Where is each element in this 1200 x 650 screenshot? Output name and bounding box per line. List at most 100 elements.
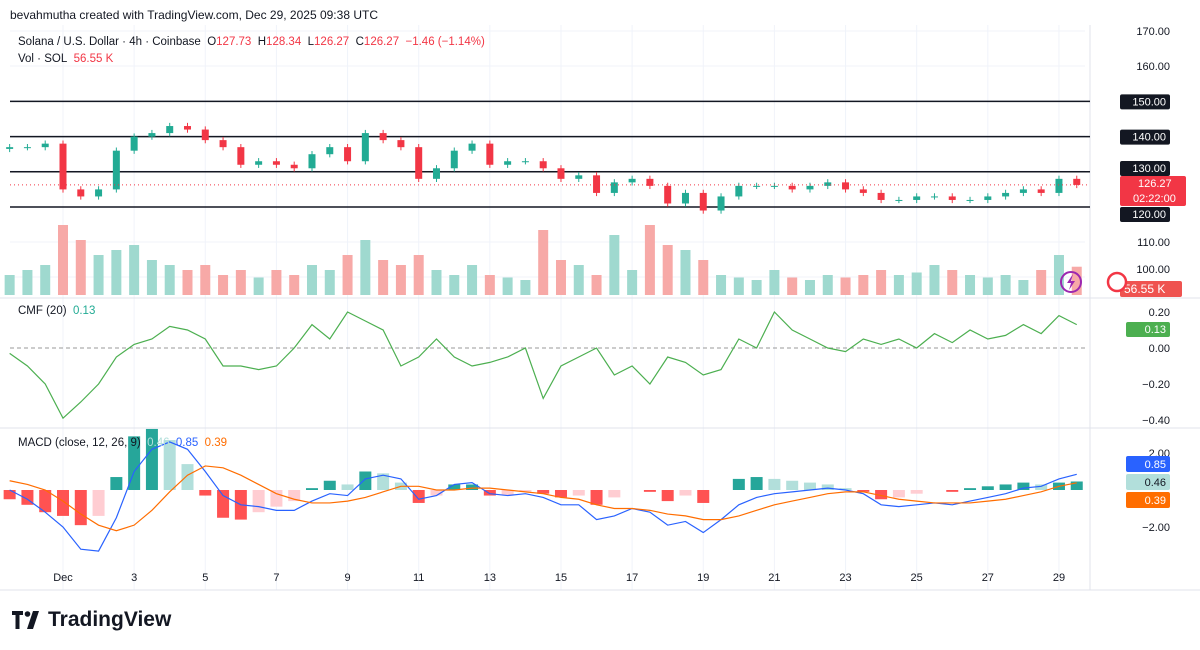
candle-body xyxy=(486,143,494,165)
candle-body xyxy=(770,185,778,187)
macd-histogram-bar xyxy=(217,490,230,518)
price-axis-label: 110.00 xyxy=(1137,237,1170,249)
time-axis-label: 9 xyxy=(344,572,350,584)
volume-bar xyxy=(182,270,193,295)
macd-histogram-bar xyxy=(305,488,318,490)
macd-histogram-bar xyxy=(288,490,301,502)
macd-histogram-bar xyxy=(732,478,745,490)
macd-histogram-bar xyxy=(181,464,194,490)
volume-bar xyxy=(431,270,442,295)
volume-bar xyxy=(520,280,531,295)
macd-histogram-bar xyxy=(128,436,141,490)
macd-tag xyxy=(1126,456,1170,472)
candle-body xyxy=(23,147,31,149)
candle-body xyxy=(183,126,191,130)
time-axis-label: 17 xyxy=(626,572,638,584)
volume-bar xyxy=(1036,270,1047,295)
cmf-axis-label: 0.00 xyxy=(1149,343,1170,355)
macd-histogram-bar xyxy=(57,490,69,516)
candle-body xyxy=(397,140,405,148)
symbol-title[interactable]: Solana / U.S. Dollar · 4h · Coinbase xyxy=(18,36,201,48)
volume-bar xyxy=(467,265,478,295)
candle-body xyxy=(788,185,796,190)
level-tag xyxy=(1120,161,1170,176)
tradingview-logo-icon xyxy=(12,611,39,629)
candle-body xyxy=(255,161,263,165)
candle-body xyxy=(681,192,689,204)
time-axis-label: 7 xyxy=(273,572,279,584)
candle-body xyxy=(610,182,618,193)
volume-bar xyxy=(1071,266,1082,295)
level-tag xyxy=(1120,207,1170,222)
level-tag xyxy=(1120,94,1170,110)
macd-histogram-bar xyxy=(270,490,283,507)
volume-bar xyxy=(787,277,798,295)
macd-label[interactable]: MACD (close, 12, 26, 9) xyxy=(18,437,141,449)
candle-body xyxy=(1037,189,1045,193)
volume-bar xyxy=(573,265,584,295)
close-label: C xyxy=(355,36,364,48)
volume-bar xyxy=(627,270,638,295)
volume-bar xyxy=(218,275,229,295)
candle-body xyxy=(824,182,832,186)
candle-body xyxy=(148,133,156,137)
price-tag xyxy=(1120,176,1186,206)
macd-histogram-bar xyxy=(964,488,977,490)
macd-histogram-bar xyxy=(946,490,959,492)
candle-body xyxy=(948,196,956,200)
macd-histogram-bar xyxy=(110,477,123,490)
volume-tag-value: 56.55 K xyxy=(1124,282,1165,296)
candle-body xyxy=(130,136,138,151)
macd-histogram-bar xyxy=(74,490,87,526)
volume-bar xyxy=(876,270,887,295)
volume-bar xyxy=(538,230,549,295)
volume-bar xyxy=(342,255,353,295)
candle-body xyxy=(59,143,67,190)
time-axis-label: 13 xyxy=(484,572,496,584)
macd-histogram-bar xyxy=(643,490,656,492)
macd-histogram-bar xyxy=(483,490,496,496)
price-axis-label: 170.00 xyxy=(1136,26,1170,38)
volume-bar xyxy=(965,275,976,295)
price-axis-label: 120.00 xyxy=(1132,209,1166,221)
candle-body xyxy=(753,185,761,187)
volume-bar xyxy=(40,265,51,295)
candle-body xyxy=(806,185,814,190)
tradingview-logo[interactable]: TradingView xyxy=(12,608,171,632)
macd-histogram-bar xyxy=(430,490,443,496)
cmf-label[interactable]: CMF (20) xyxy=(18,305,67,317)
volume-bar xyxy=(306,265,317,295)
macd-histogram-bar xyxy=(981,486,994,490)
macd-histogram-bar xyxy=(554,490,567,498)
macd-histogram-bar xyxy=(39,490,52,513)
volume-bar xyxy=(93,255,104,295)
macd-histogram-bar xyxy=(1070,481,1083,490)
volume-bar xyxy=(840,277,851,295)
volume-bar xyxy=(235,270,246,295)
macd-histogram-bar xyxy=(252,490,265,513)
candle-body xyxy=(450,150,458,169)
time-axis-label: 19 xyxy=(697,572,709,584)
macd-line xyxy=(9,441,1077,552)
volume-bar xyxy=(751,280,762,295)
volume-bar xyxy=(324,270,335,295)
lightning-icon-glyph xyxy=(1067,274,1075,290)
cmf-value: 0.13 xyxy=(72,305,96,317)
level-tag xyxy=(1120,129,1170,145)
candle-body xyxy=(504,161,512,165)
price-axis-label: 100.00 xyxy=(1136,264,1170,276)
macd-hist-value: 0.46 xyxy=(147,437,170,449)
volume-bar xyxy=(769,270,780,295)
macd-histogram-bar xyxy=(92,490,105,516)
macd-histogram-bar xyxy=(821,484,834,490)
macd-histogram-bar xyxy=(857,490,870,492)
candle-body xyxy=(984,196,992,200)
candle-body xyxy=(1055,178,1063,193)
macd-histogram-bar xyxy=(768,478,781,490)
time-axis-label: 5 xyxy=(202,572,208,584)
time-axis-label: 21 xyxy=(768,572,780,584)
volume-label[interactable]: Vol · SOL xyxy=(18,53,68,65)
volume-bar xyxy=(4,275,15,295)
time-axis-label: 23 xyxy=(839,572,851,584)
